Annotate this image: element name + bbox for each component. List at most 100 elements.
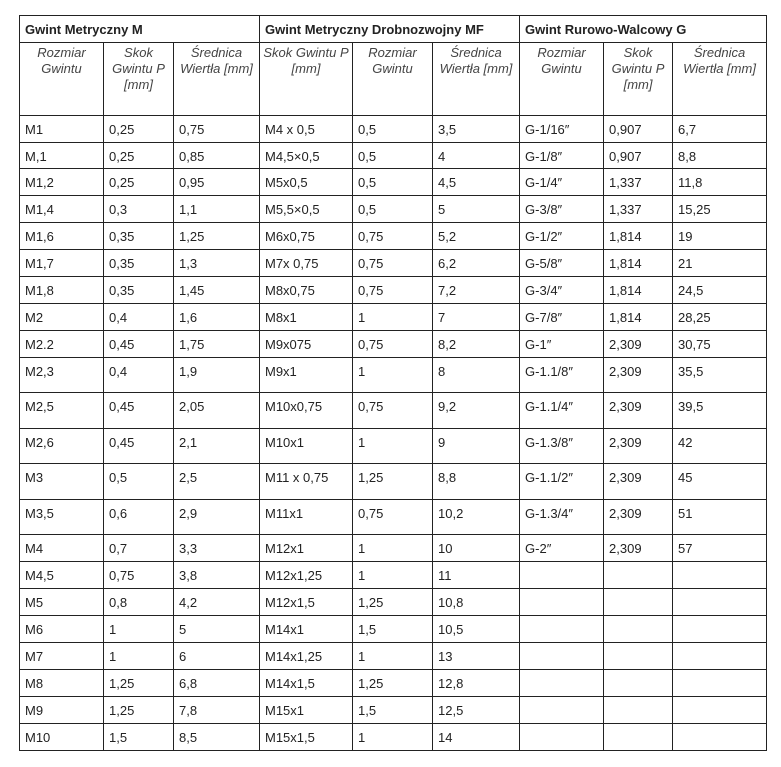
table-cell: 21 — [672, 249, 768, 277]
table-cell: 1 — [103, 615, 174, 643]
table-cell: M4 x 0,5 — [259, 115, 353, 143]
table-cell — [672, 561, 768, 589]
thread-drill-size-table: Gwint Metryczny M Gwint Metryczny Drobnoz… — [19, 15, 768, 751]
table-row: M1,4 0,3 1,1 M5,5×0,5 0,5 5 G-3/8″ 1,337 15,25 — [19, 195, 768, 223]
table-cell: 0,45 — [103, 392, 174, 429]
table-cell: 2,9 — [173, 499, 260, 535]
table-cell: M8x0,75 — [259, 276, 353, 304]
table-cell: 12,8 — [431, 669, 521, 697]
table-cell: 4 — [431, 142, 521, 169]
table-cell: 4,5 — [431, 168, 521, 196]
table-cell: 9,2 — [431, 392, 521, 429]
table-cell: 6,8 — [173, 669, 260, 697]
table-cell — [672, 615, 768, 643]
table-row: M1,8 0,35 1,45 M8x0,75 0,75 7,2 G-3/4″ 1,814 24,… — [19, 276, 768, 304]
table-cell: 11 — [431, 561, 521, 589]
table-cell: 1,814 — [603, 249, 674, 277]
table-cell: 0,35 — [103, 249, 174, 277]
table-cell: G-1/8″ — [519, 142, 605, 169]
table-cell: 35,5 — [672, 357, 768, 393]
table-row: M9 1,25 7,8 M15x1 1,5 12,5 — [19, 696, 768, 724]
table-cell: 1 — [352, 642, 433, 670]
table-cell: M1,4 — [19, 195, 104, 223]
table-cell: 1 — [352, 303, 433, 331]
table-cell: M12x1,5 — [259, 588, 353, 616]
table-row: M6 1 5 M14x1 1,5 10,5 — [19, 615, 768, 643]
table-cell: 0,35 — [103, 276, 174, 304]
table-cell: 5,2 — [431, 222, 521, 250]
table-cell: M1,7 — [19, 249, 104, 277]
table-cell: M5,5×0,5 — [259, 195, 353, 223]
table-cell: M4,5×0,5 — [259, 142, 353, 169]
table-row: M10 1,5 8,5 M15x1,5 1 14 — [19, 723, 768, 751]
table-cell: M15x1 — [259, 696, 353, 724]
table-cell: 0,35 — [103, 222, 174, 250]
table-cell: M9 — [19, 696, 104, 724]
table-cell: 0,5 — [352, 115, 433, 143]
table-cell: 15,25 — [672, 195, 768, 223]
table-cell — [519, 669, 605, 697]
table-cell: 1,3 — [173, 249, 260, 277]
table-cell: G-5/8″ — [519, 249, 605, 277]
table-cell — [603, 723, 674, 751]
table-cell: 10,5 — [431, 615, 521, 643]
table-cell — [672, 696, 768, 724]
table-cell: 8 — [431, 357, 521, 393]
table-cell: 0,75 — [352, 392, 433, 429]
column-header: Średnica Wiertła [mm] — [431, 42, 521, 116]
table-cell — [672, 588, 768, 616]
table-cell: 3,8 — [173, 561, 260, 589]
table-cell: 0,6 — [103, 499, 174, 535]
table-cell: 10,2 — [431, 499, 521, 535]
table-cell: 0,45 — [103, 428, 174, 464]
table-cell: 7 — [431, 303, 521, 331]
table-row: M3,5 0,6 2,9 M11x1 0,75 10,2 G-1.3/4″ 2,309 51 — [19, 499, 768, 535]
table-cell: M8 — [19, 669, 104, 697]
table-cell: 1,814 — [603, 303, 674, 331]
table-cell: G-1/16″ — [519, 115, 605, 143]
table-cell: M1 — [19, 115, 104, 143]
column-header: Rozmiar Gwintu — [352, 42, 433, 116]
table-cell: M9x1 — [259, 357, 353, 393]
table-cell — [519, 696, 605, 724]
table-cell: M7 — [19, 642, 104, 670]
table-cell: G-1.1/4″ — [519, 392, 605, 429]
table-cell: 0,75 — [352, 249, 433, 277]
table-cell: 2,05 — [173, 392, 260, 429]
table-cell: 2,309 — [603, 392, 674, 429]
table-cell: 0,85 — [173, 142, 260, 169]
table-cell: M2,6 — [19, 428, 104, 464]
table-row: M2,6 0,45 2,1 M10x1 1 9 G-1.3/8″ 2,309 42 — [19, 428, 768, 464]
table-cell: 5 — [173, 615, 260, 643]
table-cell: 0,5 — [352, 168, 433, 196]
table-cell: M14x1,25 — [259, 642, 353, 670]
group-header-pipe-g: Gwint Rurowo-Walcowy G — [519, 15, 768, 43]
table-cell: M15x1,5 — [259, 723, 353, 751]
table-cell: 2,309 — [603, 330, 674, 358]
table-cell: 1,25 — [173, 222, 260, 250]
table-cell: 6,2 — [431, 249, 521, 277]
table-cell — [519, 561, 605, 589]
table-cell: M8x1 — [259, 303, 353, 331]
table-cell: 1 — [352, 357, 433, 393]
table-cell: 0,5 — [103, 463, 174, 500]
group-header-metric-fine-mf: Gwint Metryczny Drobnozwojny MF — [258, 15, 521, 43]
table-cell: M,1 — [19, 142, 104, 169]
table-row: M3 0,5 2,5 M11 x 0,75 1,25 8,8 G-1.1/2″ 2,309 45 — [19, 463, 768, 500]
table-cell: 0,8 — [103, 588, 174, 616]
table-cell: 45 — [672, 463, 768, 500]
table-cell: M6x0,75 — [259, 222, 353, 250]
table-cell: 2,309 — [603, 534, 674, 562]
table-cell: 0,75 — [352, 276, 433, 304]
table-row: M1 0,25 0,75 M4 x 0,5 0,5 3,5 G-1/16″ 0,907 6,7 — [19, 115, 768, 143]
table-cell — [603, 588, 674, 616]
table-cell: 8,8 — [672, 142, 768, 169]
table-cell: M1,2 — [19, 168, 104, 196]
table-cell — [672, 669, 768, 697]
table-cell: M1,6 — [19, 222, 104, 250]
table-cell: G-1.3/8″ — [519, 428, 605, 464]
table-cell: 1,25 — [352, 669, 433, 697]
table-cell: G-7/8″ — [519, 303, 605, 331]
table-cell: 42 — [672, 428, 768, 464]
table-cell: M2 — [19, 303, 104, 331]
